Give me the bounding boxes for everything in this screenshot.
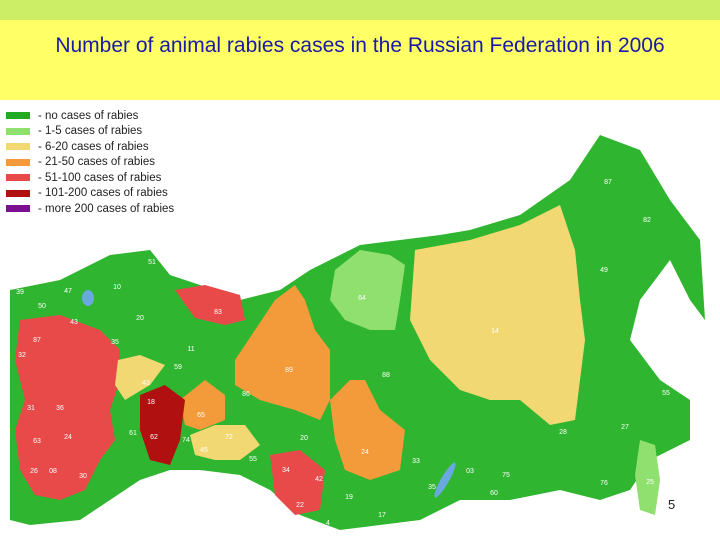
region-label: 28 [559,429,567,436]
region-label: 17 [378,512,386,519]
region-label: 27 [621,424,629,431]
region-label: 10 [113,284,121,291]
region-label: 60 [490,490,498,497]
region-label: 30 [79,473,87,480]
region [235,285,330,420]
legend-swatch [6,112,30,120]
region-label: 24 [361,449,369,456]
region [270,450,325,515]
region-label: 87 [33,337,41,344]
region-label: 24 [64,434,72,441]
region-label: 87 [604,179,612,186]
region-label: 20 [300,435,308,442]
legend-label: - 51-100 cases of rabies [38,171,162,184]
lake [434,462,456,498]
region-label: 32 [18,352,26,359]
region-label: 35 [111,339,119,346]
region [190,425,260,460]
legend-label: - 1-5 cases of rabies [38,125,143,138]
region [180,380,225,430]
region-label: 45 [200,447,208,454]
region-label: 47 [64,288,72,295]
region-label: 36 [56,405,64,412]
region-label: 61 [129,430,137,437]
region-label: 43 [142,380,150,387]
region-label: 75 [502,472,510,479]
region-label: 86 [242,391,250,398]
region-label: 31 [27,405,35,412]
region-label: 14 [491,328,499,335]
region-label: 22 [296,502,304,509]
region [330,380,405,480]
region [175,285,245,325]
legend-swatch [6,143,30,151]
region-label: 35 [428,484,436,491]
region-label: 62 [150,434,158,441]
region-label: 51 [148,259,156,266]
region-label: 76 [600,480,608,487]
region-label: 26 [30,468,38,475]
region-label: 25 [646,479,654,486]
region [15,315,120,500]
legend-item: - 1-5 cases of rabies [6,124,174,140]
region-label: 82 [643,217,651,224]
region-label: 43 [70,319,78,326]
legend-item: - 51-100 cases of rabies [6,170,174,186]
region-label: 19 [345,494,353,501]
legend-item: - no cases of rabies [6,108,174,124]
region-label: 4 [326,520,330,527]
legend: - no cases of rabies - 1-5 cases of rabie… [6,108,174,217]
region [115,355,165,400]
region [330,250,405,330]
legend-item: - 101-200 cases of rabies [6,186,174,202]
lake [82,290,94,306]
region-label: 88 [382,372,390,379]
region-label: 63 [33,438,41,445]
legend-swatch [6,174,30,182]
region-label: 65 [197,412,205,419]
legend-swatch [6,158,30,166]
region [635,440,660,515]
region-label: 59 [174,364,182,371]
legend-label: - 101-200 cases of rabies [38,187,168,200]
region-label: 72 [225,434,233,441]
region-label: 08 [49,468,57,475]
region [410,205,585,425]
legend-item: - more 200 cases of rabies [6,201,174,217]
legend-label: - 6-20 cases of rabies [38,140,149,153]
title-banner [0,0,720,100]
region-label: 20 [136,315,144,322]
legend-item: - 6-20 cases of rabies [6,139,174,155]
legend-label: - more 200 cases of rabies [38,202,175,215]
region-label: 11 [187,346,194,353]
region-label: 41 [680,294,688,301]
region-label: 49 [600,267,608,274]
region-label: 18 [147,399,155,406]
legend-swatch [6,127,30,135]
region-label: 42 [315,476,323,483]
region [140,385,185,465]
legend-swatch [6,205,30,213]
region-label: 03 [466,468,474,475]
page-number: 5 [668,497,676,512]
legend-label: - 21-50 cases of rabies [38,156,155,169]
legend-label: - no cases of rabies [38,109,139,122]
region-label: 83 [214,309,222,316]
region-label: 89 [285,367,293,374]
region-label: 64 [358,295,366,302]
legend-item: - 21-50 cases of rabies [6,155,174,171]
region-label: 33 [412,458,420,465]
legend-swatch [6,189,30,197]
title: Number of animal rabies cases in the Rus… [55,34,665,57]
region-label: 74 [182,437,190,444]
region-label: 50 [38,303,46,310]
region-label: 39 [16,289,24,296]
region-label: 55 [249,456,257,463]
region-label: 55 [662,390,670,397]
region-label: 34 [282,467,290,474]
